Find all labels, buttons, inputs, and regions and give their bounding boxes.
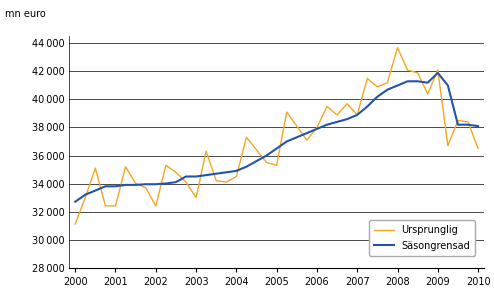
Ursprunglig (223, 180, 229, 184)
Säsongrensad (244, 165, 249, 168)
Ursprunglig (374, 85, 380, 89)
Ursprunglig (405, 68, 411, 72)
Säsongrensad (284, 140, 289, 143)
Säsongrensad (113, 185, 119, 188)
Ursprunglig (113, 204, 119, 208)
Säsongrensad (354, 113, 360, 117)
Säsongrensad (82, 193, 88, 196)
Säsongrensad (233, 169, 239, 173)
Ursprunglig (384, 81, 390, 85)
Ursprunglig (264, 161, 270, 164)
Ursprunglig (314, 126, 320, 129)
Legend: Ursprunglig, Säsongrensad: Ursprunglig, Säsongrensad (370, 220, 475, 256)
Ursprunglig (244, 136, 249, 139)
Säsongrensad (253, 159, 259, 163)
Säsongrensad (183, 175, 189, 178)
Ursprunglig (102, 204, 108, 208)
Säsongrensad (143, 182, 149, 186)
Ursprunglig (183, 180, 189, 184)
Ursprunglig (92, 166, 98, 170)
Säsongrensad (405, 79, 411, 83)
Ursprunglig (82, 196, 88, 199)
Säsongrensad (334, 120, 340, 124)
Ursprunglig (324, 105, 330, 108)
Säsongrensad (304, 131, 310, 135)
Ursprunglig (455, 119, 461, 122)
Ursprunglig (364, 77, 370, 80)
Säsongrensad (274, 147, 280, 150)
Säsongrensad (223, 171, 229, 174)
Ursprunglig (395, 46, 401, 50)
Säsongrensad (374, 95, 380, 98)
Ursprunglig (253, 148, 259, 152)
Säsongrensad (364, 105, 370, 108)
Säsongrensad (414, 79, 420, 83)
Säsongrensad (123, 183, 128, 187)
Line: Säsongrensad: Säsongrensad (75, 73, 478, 202)
Säsongrensad (455, 123, 461, 126)
Säsongrensad (475, 124, 481, 128)
Ursprunglig (465, 120, 471, 124)
Säsongrensad (153, 182, 159, 186)
Ursprunglig (284, 110, 289, 114)
Ursprunglig (274, 164, 280, 167)
Säsongrensad (133, 183, 139, 187)
Line: Ursprunglig: Ursprunglig (75, 48, 478, 224)
Säsongrensad (445, 84, 451, 87)
Säsongrensad (163, 182, 169, 185)
Ursprunglig (153, 204, 159, 208)
Ursprunglig (475, 147, 481, 150)
Säsongrensad (203, 173, 209, 177)
Ursprunglig (173, 171, 179, 174)
Säsongrensad (324, 123, 330, 126)
Säsongrensad (264, 154, 270, 157)
Ursprunglig (294, 124, 300, 128)
Text: mn euro: mn euro (5, 9, 45, 19)
Säsongrensad (72, 200, 78, 204)
Ursprunglig (445, 144, 451, 147)
Ursprunglig (143, 186, 149, 189)
Ursprunglig (213, 179, 219, 182)
Ursprunglig (123, 165, 128, 168)
Ursprunglig (425, 92, 431, 96)
Säsongrensad (314, 127, 320, 131)
Ursprunglig (193, 196, 199, 199)
Ursprunglig (233, 175, 239, 178)
Säsongrensad (465, 123, 471, 126)
Ursprunglig (414, 71, 420, 75)
Säsongrensad (344, 117, 350, 121)
Säsongrensad (173, 180, 179, 184)
Säsongrensad (395, 84, 401, 87)
Säsongrensad (213, 172, 219, 175)
Säsongrensad (102, 185, 108, 188)
Säsongrensad (294, 136, 300, 139)
Ursprunglig (435, 68, 441, 72)
Säsongrensad (435, 71, 441, 75)
Säsongrensad (425, 81, 431, 85)
Ursprunglig (163, 164, 169, 167)
Ursprunglig (72, 222, 78, 226)
Ursprunglig (344, 102, 350, 105)
Ursprunglig (304, 138, 310, 142)
Säsongrensad (384, 88, 390, 92)
Ursprunglig (354, 113, 360, 117)
Ursprunglig (334, 113, 340, 117)
Ursprunglig (203, 150, 209, 153)
Ursprunglig (133, 182, 139, 185)
Säsongrensad (193, 175, 199, 178)
Säsongrensad (92, 189, 98, 192)
